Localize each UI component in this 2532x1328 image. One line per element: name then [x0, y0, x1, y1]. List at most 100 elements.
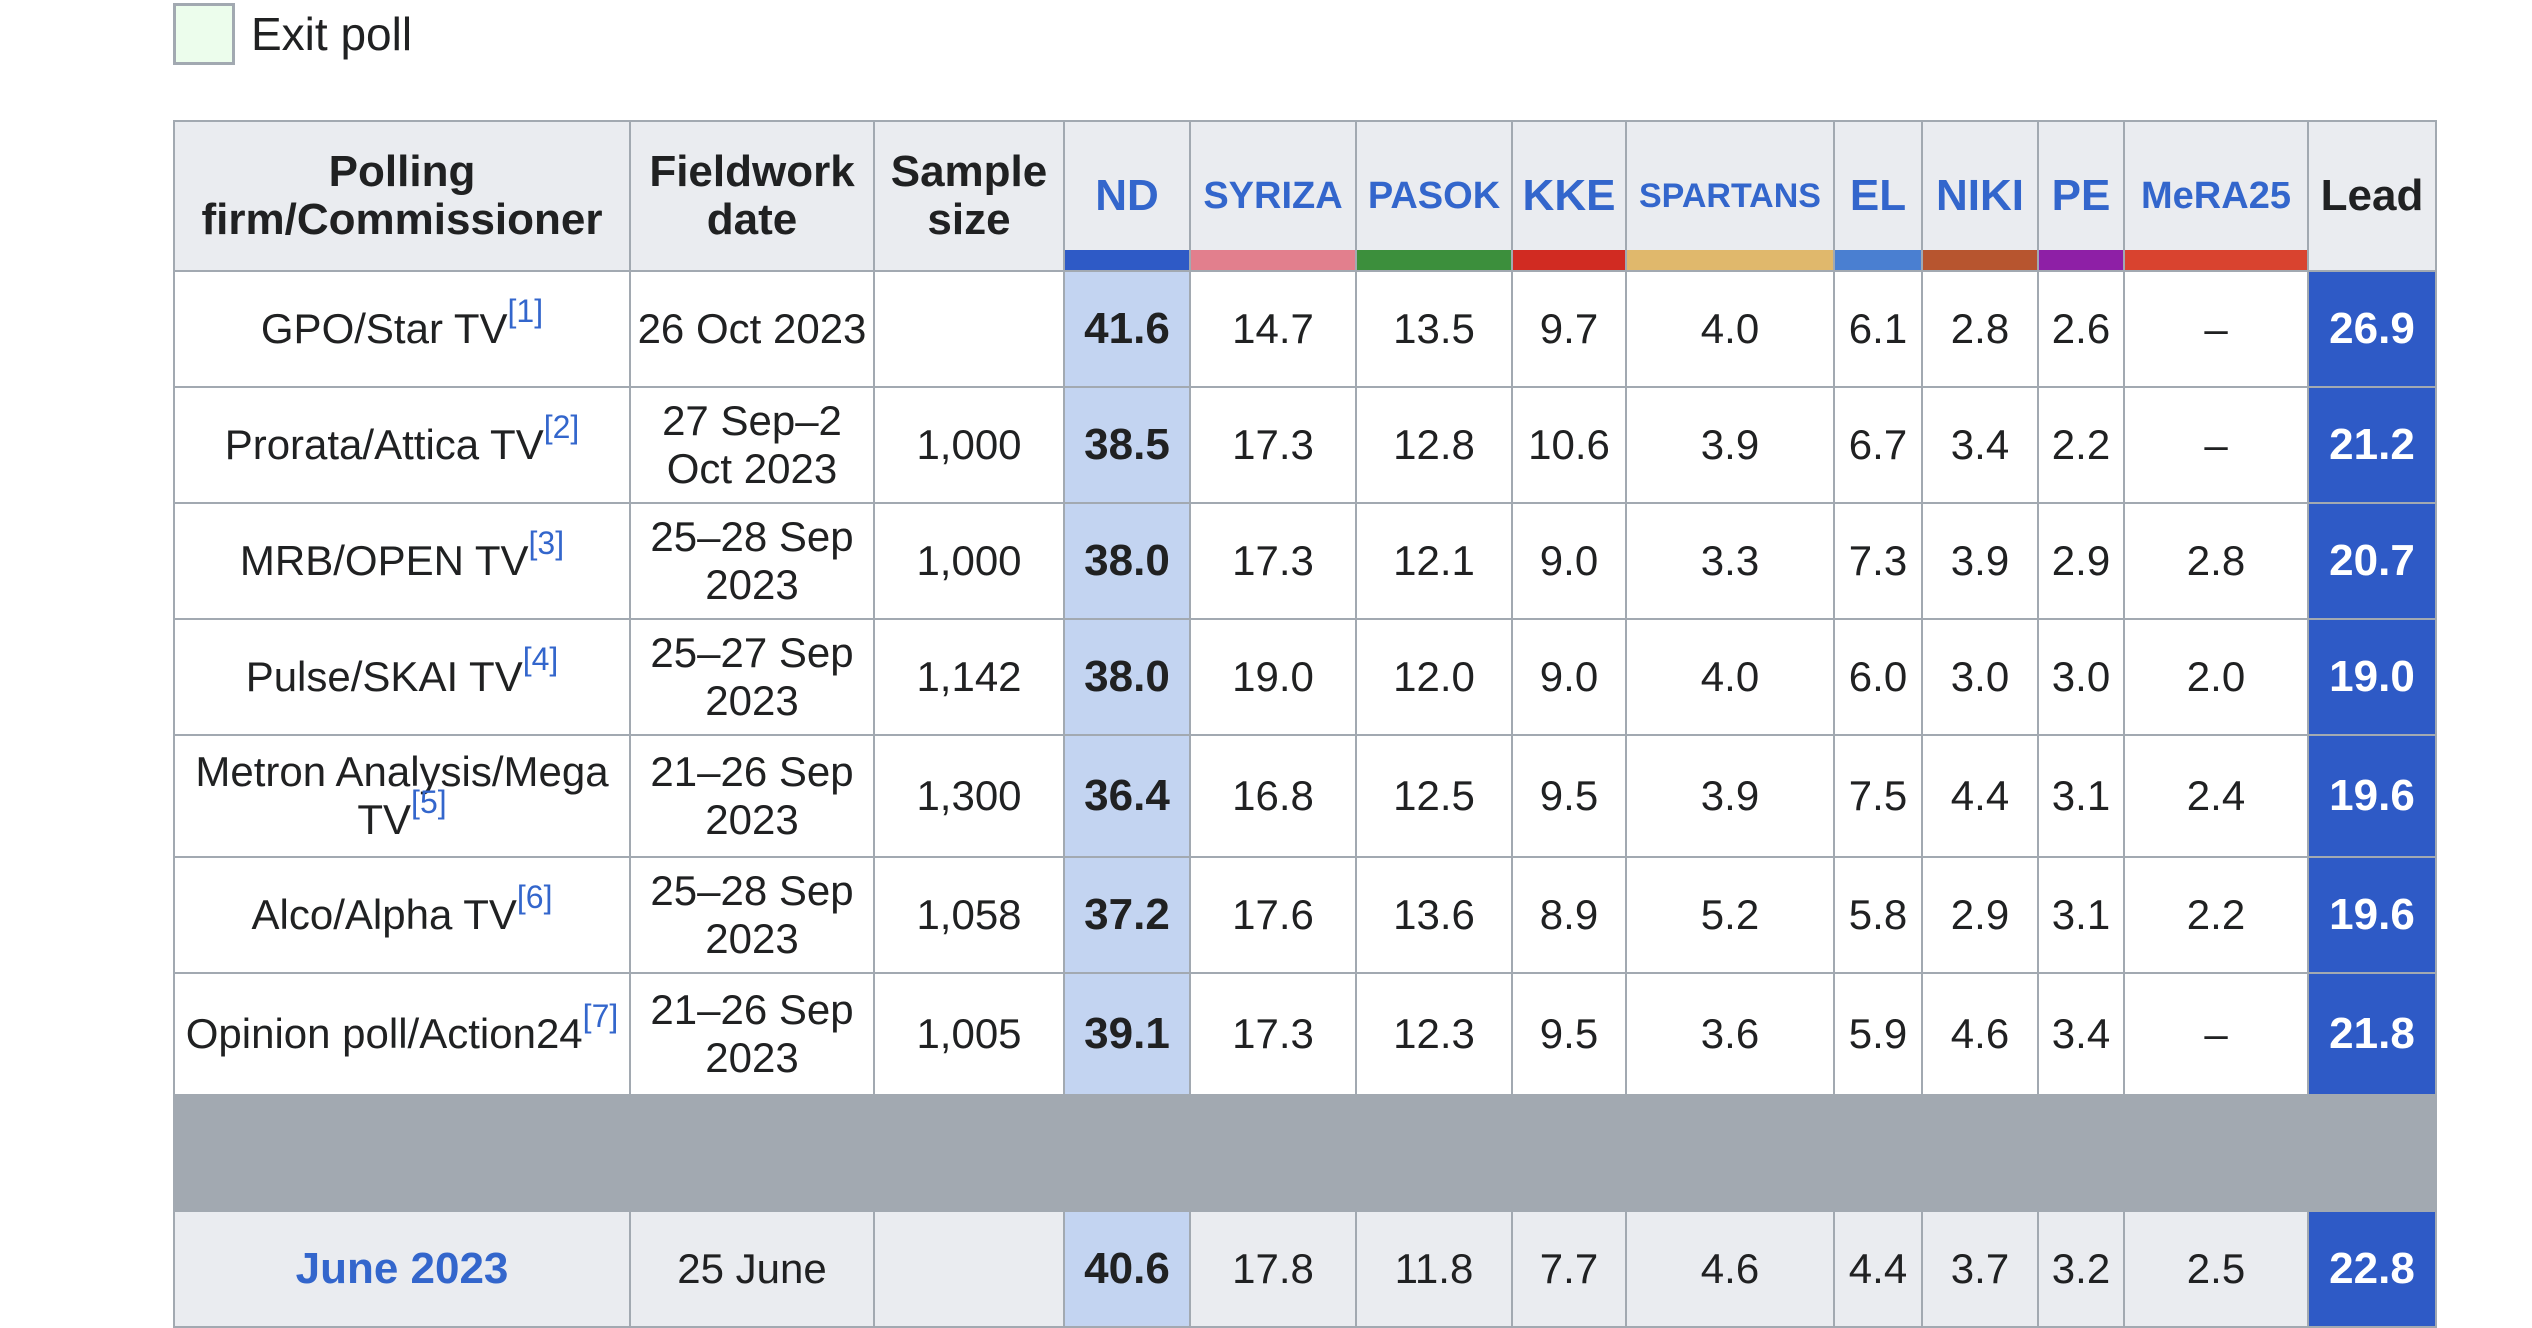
party-name-niki[interactable]: NIKI	[1936, 171, 2024, 220]
value-mera25: –	[2123, 972, 2309, 1096]
party-name-pasok[interactable]: PASOK	[1367, 175, 1501, 217]
value-el: 7.5	[1833, 734, 1923, 858]
sample-size: 1,058	[873, 856, 1065, 974]
value-el: 6.1	[1833, 270, 1923, 388]
lead-value: 26.9	[2307, 270, 2437, 388]
fieldwork-date: 25–28 Sep 2023	[629, 856, 875, 974]
value-mera25: –	[2123, 270, 2309, 388]
header-fieldwork-date[interactable]: Fieldwork date	[629, 120, 875, 272]
value-el: 5.8	[1833, 856, 1923, 974]
value-syriza: 19.0	[1189, 618, 1357, 736]
value-pasok: 12.5	[1355, 734, 1513, 858]
value-niki: 4.4	[1921, 734, 2039, 858]
sample-size: 1,005	[873, 972, 1065, 1096]
reference-link[interactable]: [2]	[543, 409, 580, 445]
lead-value: 19.6	[2307, 856, 2437, 974]
election-link[interactable]: June 2023	[173, 1210, 631, 1328]
poll-row: Pulse/SKAI TV[4] 25–27 Sep 2023 1,142 38…	[173, 618, 2437, 736]
fieldwork-date: 21–26 Sep 2023	[629, 734, 875, 858]
fieldwork-date: 25–27 Sep 2023	[629, 618, 875, 736]
value-niki: 2.9	[1921, 856, 2039, 974]
poll-firm-link[interactable]: GPO/Star TV	[260, 305, 508, 352]
value-niki: 3.0	[1921, 618, 2039, 736]
poll-firm: MRB/OPEN TV[3]	[173, 502, 631, 620]
legend-label: Exit poll	[251, 8, 413, 60]
poll-firm-link[interactable]: Pulse/SKAI TV	[245, 653, 523, 700]
value-spartans: 5.2	[1625, 856, 1835, 974]
poll-firm-link[interactable]: Opinion poll/Action24	[185, 1010, 583, 1057]
value-nd: 41.6	[1063, 270, 1191, 388]
lead-value: 19.0	[2307, 618, 2437, 736]
value-niki: 3.4	[1921, 386, 2039, 504]
value-pasok: 12.3	[1355, 972, 1513, 1096]
value-pe: 3.4	[2037, 972, 2125, 1096]
party-name-spartans[interactable]: SPARTANS	[1639, 177, 1821, 215]
legend: Exit poll	[173, 2, 412, 66]
lead-value: 21.2	[2307, 386, 2437, 504]
party-name-kke[interactable]: KKE	[1522, 171, 1616, 220]
party-name-el[interactable]: EL	[1849, 171, 1907, 220]
party-header-pe[interactable]: PE	[2037, 120, 2125, 272]
reference-link[interactable]: [6]	[516, 879, 553, 915]
election-value-el: 4.4	[1833, 1210, 1923, 1328]
fieldwork-date: 26 Oct 2023	[629, 270, 875, 388]
poll-firm: Alco/Alpha TV[6]	[173, 856, 631, 974]
poll-row: Opinion poll/Action24[7] 21–26 Sep 2023 …	[173, 972, 2437, 1096]
party-header-el[interactable]: EL	[1833, 120, 1923, 272]
value-spartans: 3.3	[1625, 502, 1835, 620]
exit-poll-swatch	[173, 3, 235, 65]
value-mera25: 2.8	[2123, 502, 2309, 620]
value-nd: 38.5	[1063, 386, 1191, 504]
value-kke: 8.9	[1511, 856, 1627, 974]
reference-link[interactable]: [3]	[528, 525, 565, 561]
party-header-nd[interactable]: ND	[1063, 120, 1191, 272]
header-firm[interactable]: Polling firm/Commissioner	[173, 120, 631, 272]
value-pe: 3.0	[2037, 618, 2125, 736]
value-mera25: 2.0	[2123, 618, 2309, 736]
reference-link[interactable]: [7]	[582, 998, 619, 1034]
party-header-syriza[interactable]: SYRIZA	[1189, 120, 1357, 272]
poll-firm-link[interactable]: MRB/OPEN TV	[239, 537, 529, 584]
party-name-pe[interactable]: PE	[2051, 171, 2111, 220]
sample-size: 1,142	[873, 618, 1065, 736]
sample-size: 1,300	[873, 734, 1065, 858]
poll-firm: Opinion poll/Action24[7]	[173, 972, 631, 1096]
reference-link[interactable]: [5]	[411, 784, 447, 820]
party-color-bar-el	[1836, 250, 1920, 269]
value-nd: 37.2	[1063, 856, 1191, 974]
value-kke: 9.5	[1511, 972, 1627, 1096]
header-lead[interactable]: Lead	[2307, 120, 2437, 272]
value-syriza: 17.3	[1189, 972, 1357, 1096]
election-value-niki: 3.7	[1921, 1210, 2039, 1328]
value-syriza: 17.6	[1189, 856, 1357, 974]
value-el: 5.9	[1833, 972, 1923, 1096]
party-header-kke[interactable]: KKE	[1511, 120, 1627, 272]
sample-size: 1,000	[873, 502, 1065, 620]
reference-link[interactable]: [4]	[522, 641, 559, 677]
party-color-bar-nd	[1066, 250, 1188, 269]
party-name-mera25[interactable]: MeRA25	[2141, 175, 2291, 217]
party-header-spartans[interactable]: SPARTANS	[1625, 120, 1835, 272]
value-pasok: 12.8	[1355, 386, 1513, 504]
poll-firm-link[interactable]: Alco/Alpha TV	[251, 891, 517, 938]
value-pasok: 12.0	[1355, 618, 1513, 736]
party-header-mera25[interactable]: MeRA25	[2123, 120, 2309, 272]
header-sample-size[interactable]: Sample size	[873, 120, 1065, 272]
party-name-nd[interactable]: ND	[1095, 171, 1159, 220]
party-color-bar-pe	[2040, 250, 2122, 269]
election-value-nd: 40.6	[1063, 1210, 1191, 1328]
fieldwork-date: 27 Sep–2 Oct 2023	[629, 386, 875, 504]
value-syriza: 14.7	[1189, 270, 1357, 388]
value-niki: 3.9	[1921, 502, 2039, 620]
value-kke: 9.0	[1511, 502, 1627, 620]
party-header-niki[interactable]: NIKI	[1921, 120, 2039, 272]
value-syriza: 16.8	[1189, 734, 1357, 858]
reference-link[interactable]: [1]	[507, 293, 544, 329]
poll-firm-link[interactable]: Prorata/Attica TV	[224, 421, 544, 468]
value-spartans: 3.9	[1625, 734, 1835, 858]
party-color-bar-niki	[1924, 250, 2036, 269]
election-result-row: June 2023 25 June 40.6 17.8 11.8 7.7 4.6…	[173, 1210, 2437, 1328]
poll-firm-link[interactable]: Metron Analysis/Mega TV	[195, 748, 609, 843]
party-name-syriza[interactable]: SYRIZA	[1203, 175, 1343, 217]
party-header-pasok[interactable]: PASOK	[1355, 120, 1513, 272]
